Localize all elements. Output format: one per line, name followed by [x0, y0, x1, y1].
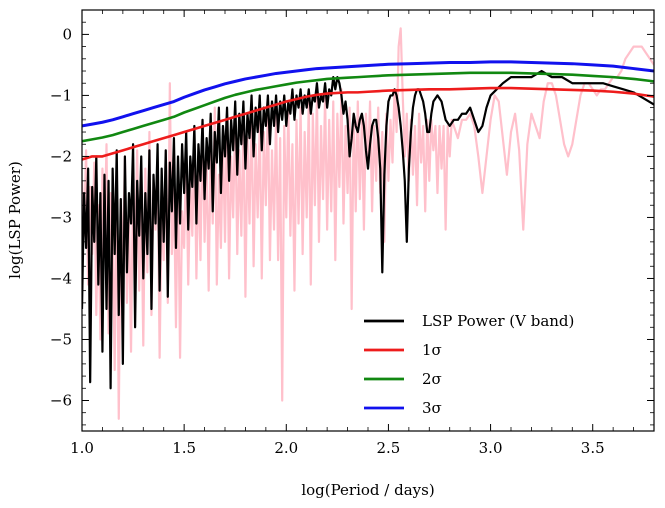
x-tick-label: 2.0 [274, 439, 298, 457]
x-axis-title: log(Period / days) [301, 481, 434, 499]
y-tick-label: −3 [50, 208, 72, 226]
y-tick-label: 0 [62, 25, 72, 43]
series-line-green [82, 71, 654, 143]
y-tick-label: −1 [50, 86, 72, 104]
x-tick-label: 3.5 [581, 439, 605, 457]
ticks-layer: 1.0 1.5 2.0 2.5 3.0 3.5 0 −1 −2 −3 −4 −5 −6 [50, 10, 654, 457]
legend-label-blue: 3σ [422, 399, 442, 417]
legend-label-green: 2σ [422, 370, 442, 388]
y-axis-title: log(LSP Power) [6, 161, 24, 279]
x-tick-label: 3.0 [479, 439, 503, 457]
y-tick-label: −4 [50, 269, 72, 287]
legend: LSP Power (V band) 1σ 2σ 3σ [364, 312, 574, 417]
series-layer [82, 27, 654, 420]
y-tick-label: −2 [50, 147, 72, 165]
x-tick-label: 1.5 [172, 439, 196, 457]
x-tick-label: 1.0 [70, 439, 94, 457]
series-line-blue [82, 60, 654, 128]
y-tick-label: −6 [50, 391, 72, 409]
y-tick-label: −5 [50, 330, 72, 348]
series-line-red [82, 86, 654, 161]
legend-label-black: LSP Power (V band) [422, 312, 574, 330]
x-tick-label: 2.5 [376, 439, 400, 457]
legend-label-red: 1σ [422, 341, 442, 359]
series-line-black [82, 69, 654, 390]
